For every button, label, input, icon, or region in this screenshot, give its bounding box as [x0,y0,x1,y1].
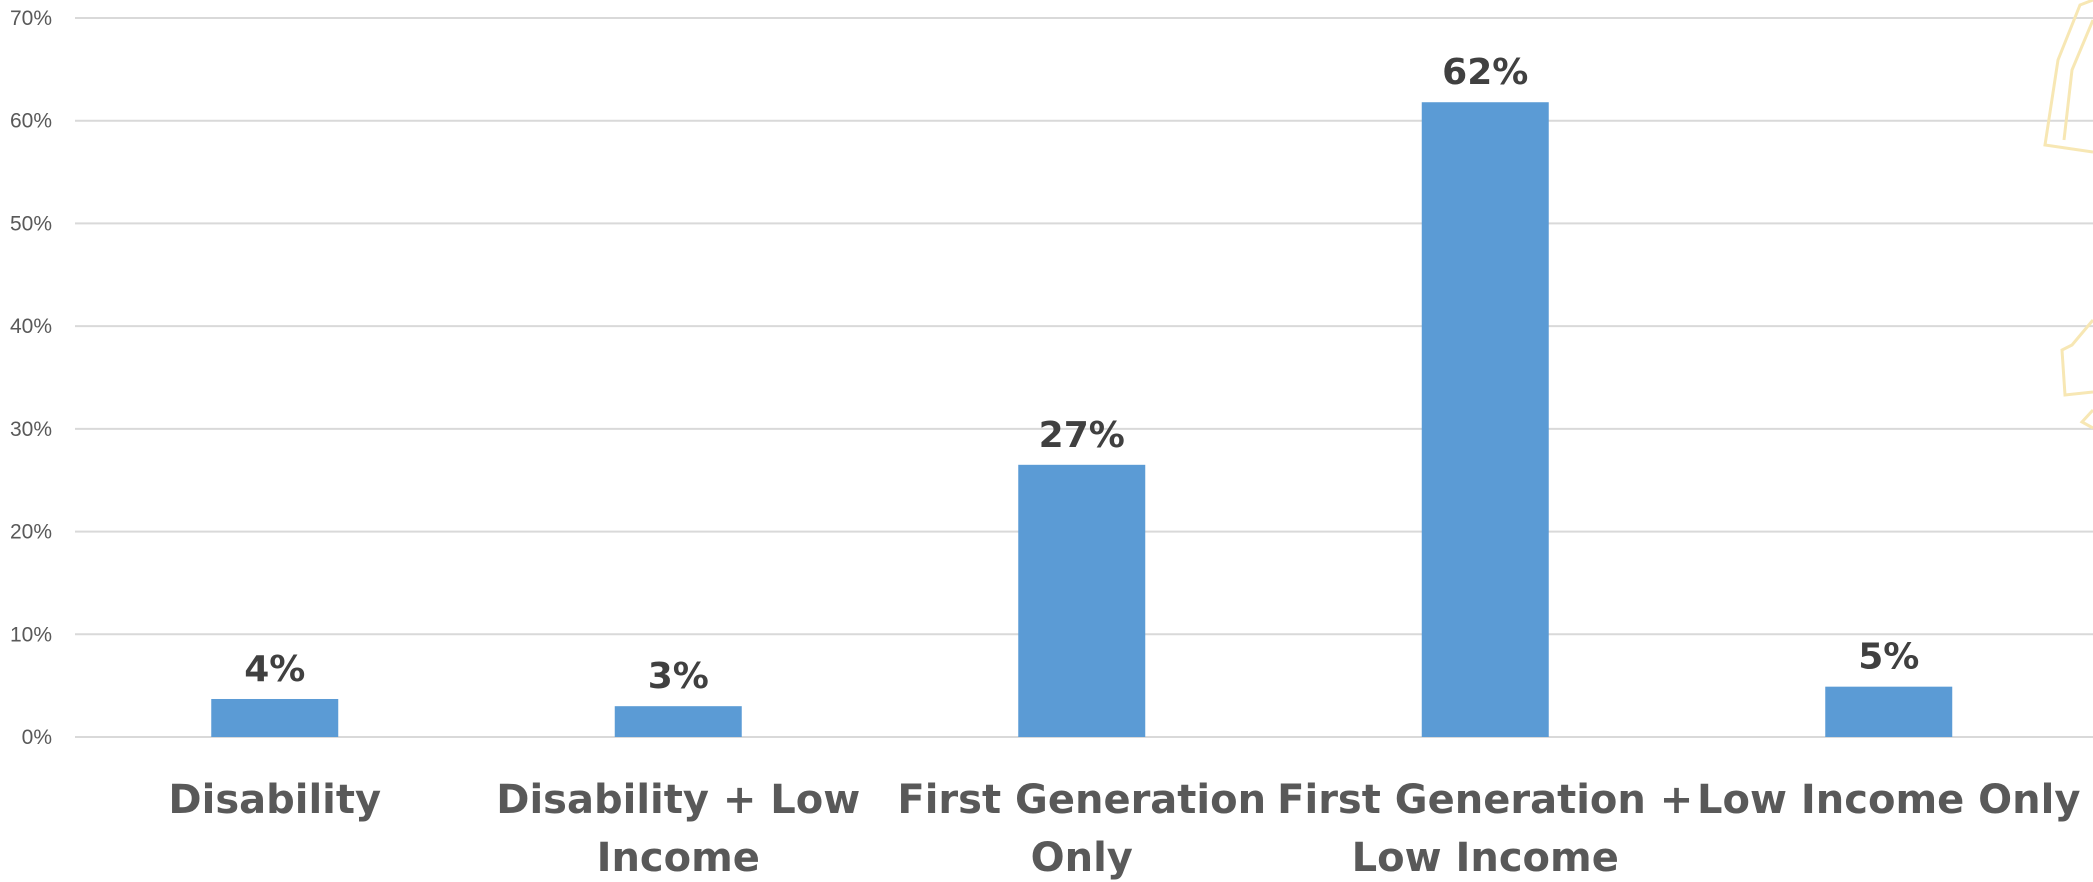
background-decoration [2043,0,2093,430]
bar [614,706,742,737]
category-label: Low Income Only [1697,777,2080,823]
bars [211,102,1953,738]
decoration-shape-top [2043,0,2093,154]
decoration-shape-bottom [2079,408,2093,430]
category-label: First Generation + Low Income [1277,777,1693,881]
y-tick-label: 10% [10,623,52,646]
decoration-shape-top-inner [2062,19,2093,141]
bar [1825,686,1953,737]
category-label: Disability + Low Income [496,777,860,881]
y-tick-label: 30% [10,418,52,441]
y-tick-label: 0% [22,726,52,749]
bar [211,698,339,737]
y-tick-label: 70% [10,7,52,30]
data-label: 5% [1858,637,1919,678]
data-labels: 4% 3% 27% 62% 5% [244,52,1919,697]
bar [1018,464,1146,737]
data-label: 62% [1442,52,1528,93]
y-tick-label: 50% [10,212,52,235]
decoration-shape-middle [2060,319,2093,397]
y-tick-label: 60% [10,110,52,133]
category-label: Disability [168,777,381,823]
category-label: First Generation Only [897,777,1266,881]
category-labels: Disability Disability + Low Income First Ge… [168,777,2080,881]
data-label: 3% [648,656,709,697]
y-tick-label: 20% [10,521,52,544]
y-axis-tick-labels: 0% 10% 20% 30% 40% 50% 60% 70% [10,7,52,749]
data-label: 27% [1039,415,1125,456]
bar [1421,102,1549,738]
data-label: 4% [244,649,305,690]
y-tick-label: 40% [10,315,52,338]
